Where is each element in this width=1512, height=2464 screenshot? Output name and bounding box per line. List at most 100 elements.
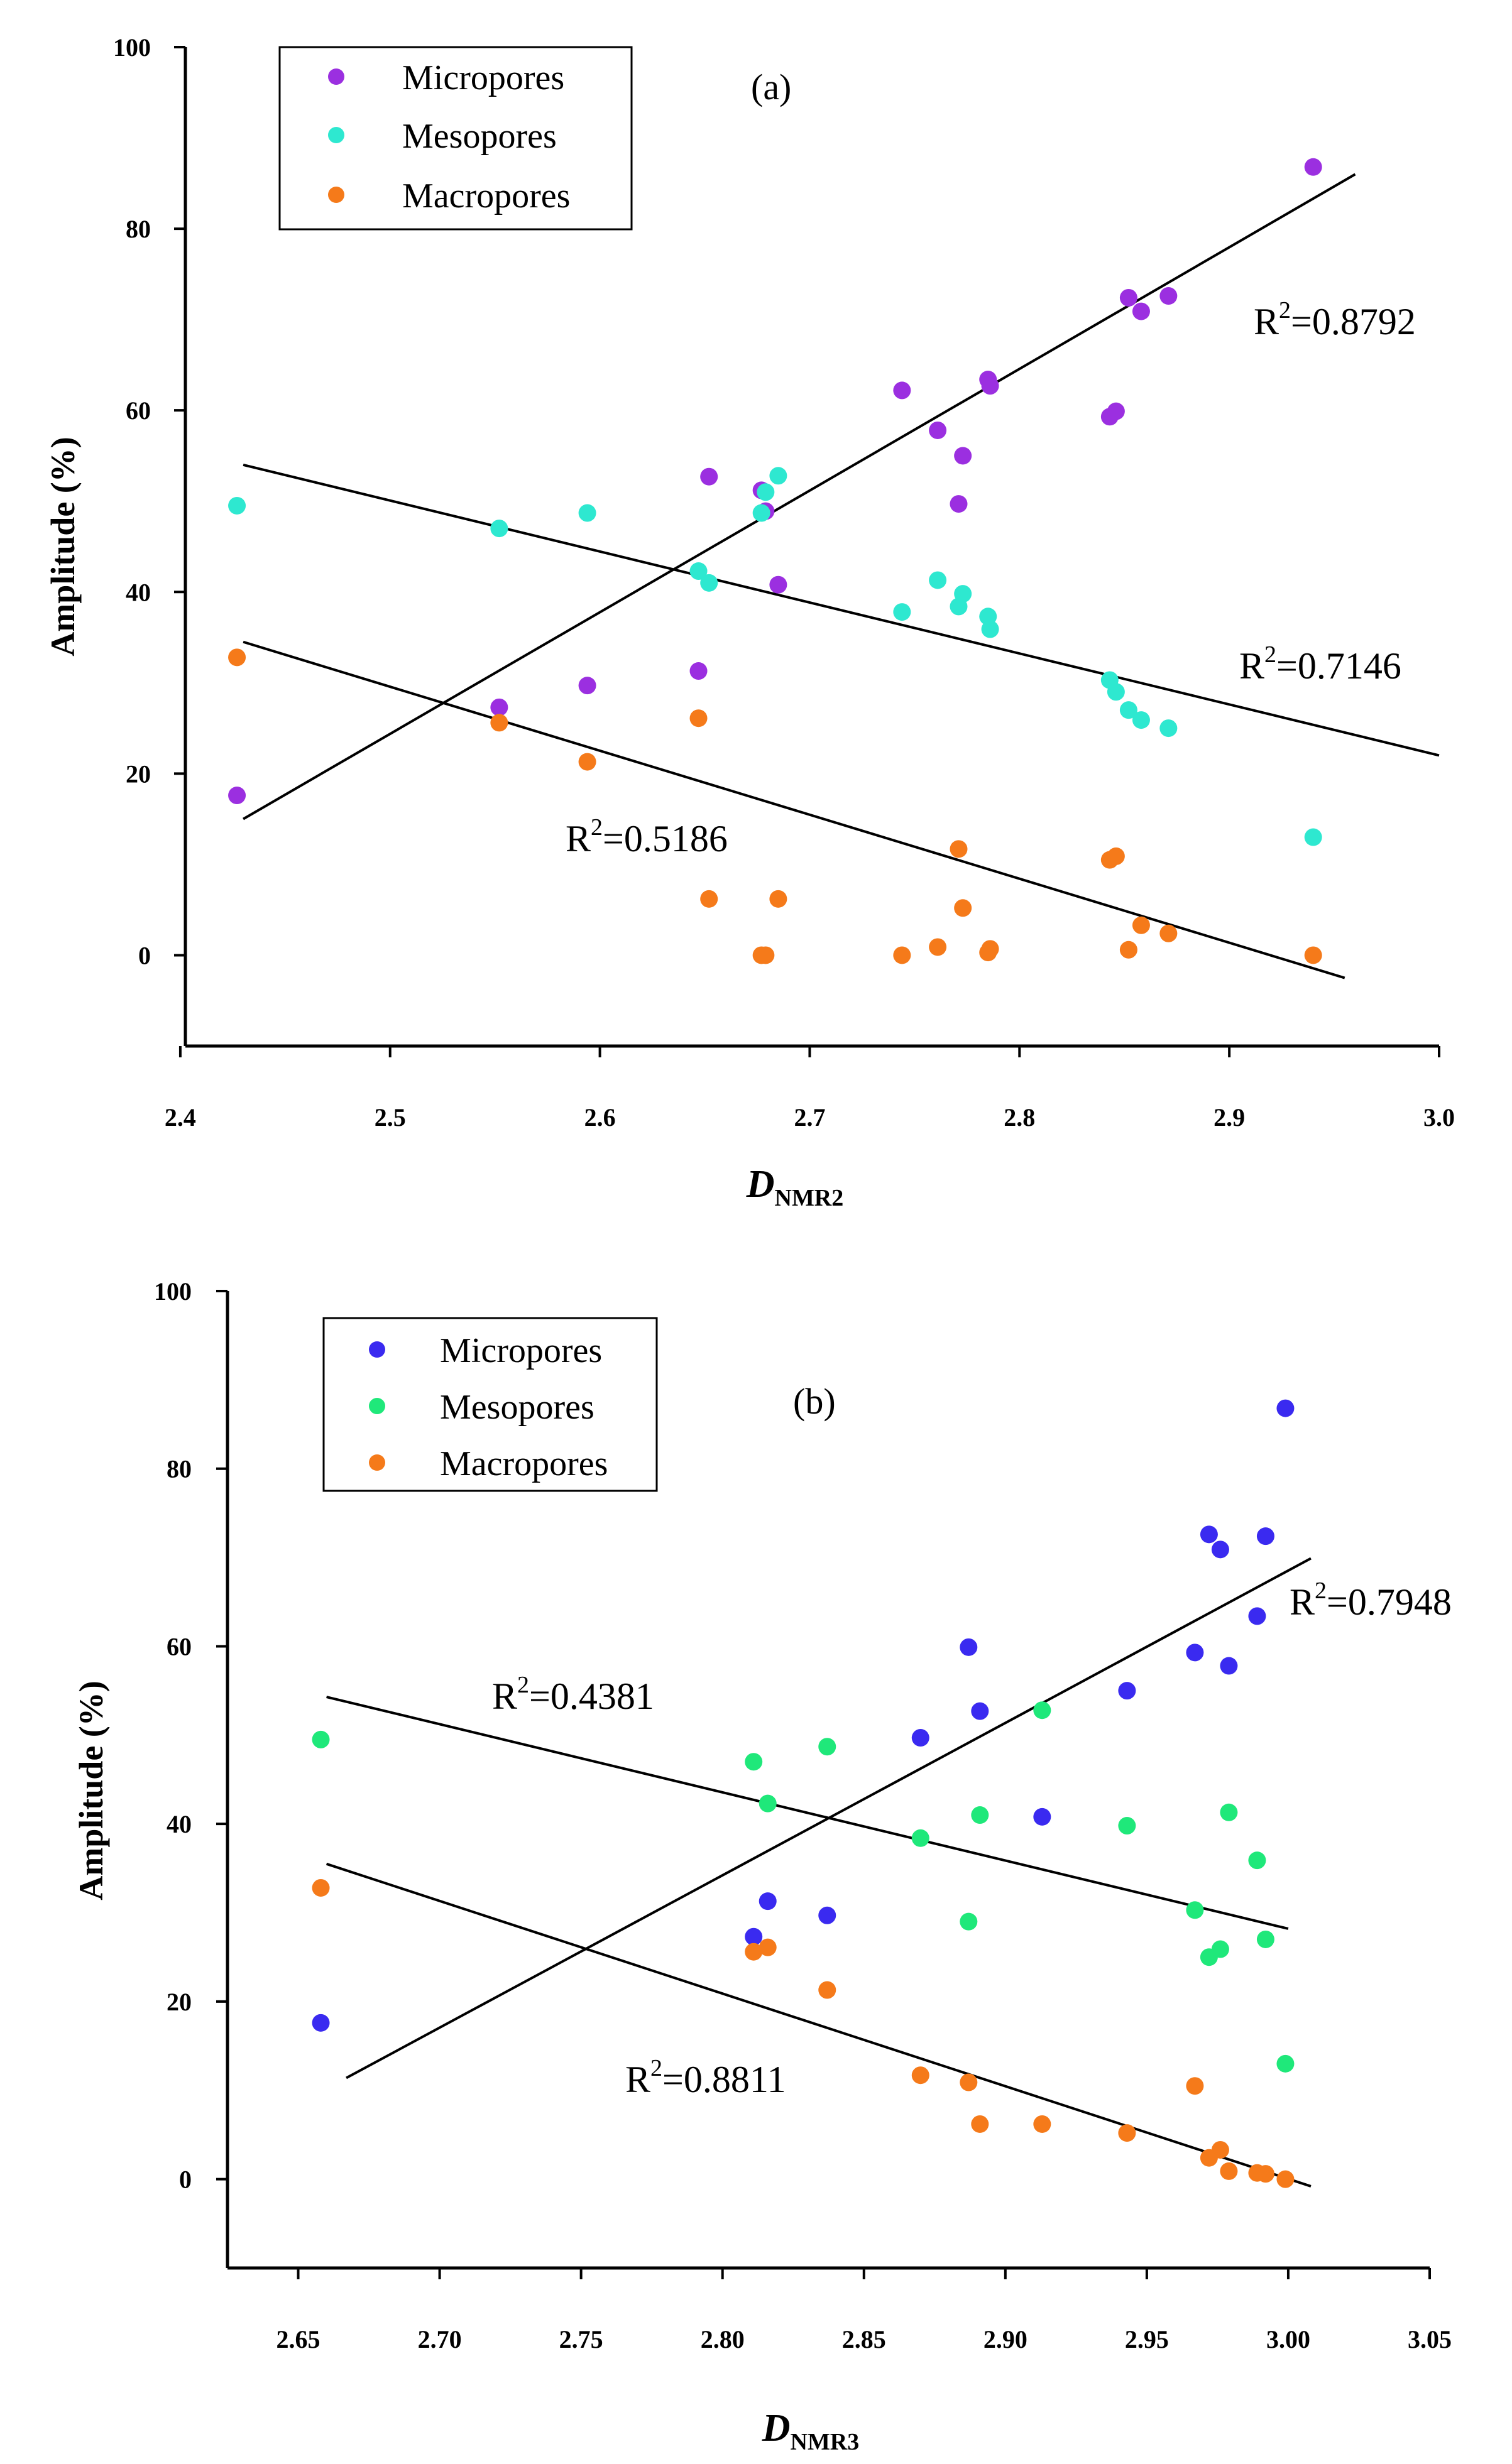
chart-b-point-micropores bbox=[1248, 1607, 1266, 1625]
chart-b-point-micropores bbox=[312, 2014, 330, 2032]
chart-a-y-axis-title: Amplitude (%) bbox=[44, 437, 82, 657]
chart-b-point-micropores bbox=[1186, 1644, 1204, 1662]
chart-b-r2-mesopores: R2=0.4381 bbox=[492, 1672, 654, 1717]
chart-a-y-tick-label: 100 bbox=[113, 33, 151, 62]
chart-b-legend: Micropores Mesopores Macropores bbox=[322, 1317, 658, 1492]
chart-a-point-macropores bbox=[950, 840, 968, 858]
chart-b-y-tick-label: 100 bbox=[154, 1277, 192, 1306]
chart-b-x-tick-label: 2.90 bbox=[983, 2325, 1027, 2353]
chart-b-fit-lines bbox=[326, 1557, 1312, 2188]
chart-b-x-tick-label: 2.75 bbox=[559, 2325, 603, 2353]
chart-a-point-macropores bbox=[490, 714, 508, 732]
chart-b-legend-marker-mesopores bbox=[369, 1398, 385, 1414]
chart-a-point-mesopores bbox=[700, 574, 718, 592]
chart-a-x-axis-title: DNMR2 bbox=[746, 1163, 844, 1211]
chart-b-point-macropores bbox=[1211, 2140, 1229, 2159]
chart-b-point-mesopores bbox=[1033, 1701, 1051, 1720]
chart-b-axes bbox=[226, 1291, 1430, 2270]
chart-b-point-macropores bbox=[1186, 2077, 1204, 2095]
chart-b-point-micropores bbox=[971, 1702, 989, 1720]
chart-a-point-macropores bbox=[757, 946, 775, 964]
chart-a-fit-lines bbox=[243, 173, 1440, 979]
chart-b-point-mesopores bbox=[1256, 1930, 1274, 1948]
chart-a-point-macropores bbox=[1107, 847, 1125, 865]
chart-a-legend: Micropores Mesopores Macropores bbox=[278, 46, 633, 231]
chart-b-point-macropores bbox=[1220, 2162, 1238, 2180]
chart-a-point-macropores bbox=[689, 709, 708, 728]
chart-b-panel-label: (b) bbox=[793, 1381, 836, 1422]
chart-a-point-micropores bbox=[769, 575, 787, 594]
chart-b-point-micropores bbox=[1276, 1399, 1295, 1417]
chart-b-point-micropores bbox=[911, 1729, 929, 1747]
chart-b-point-macropores bbox=[911, 2066, 929, 2085]
chart-b-point-mesopores bbox=[1276, 2054, 1295, 2073]
chart-a-point-mesopores bbox=[752, 504, 770, 522]
chart-a-legend-label-macropores: Macropores bbox=[402, 177, 570, 215]
chart-b-point-macropores bbox=[1256, 2165, 1274, 2183]
chart-b-point-mesopores bbox=[312, 1730, 330, 1748]
chart-b-x-axis-title: DNMR3 bbox=[762, 2407, 860, 2455]
chart-b-x-tick-label: 3.00 bbox=[1266, 2325, 1310, 2353]
chart-a-y-tick-label: 20 bbox=[126, 760, 151, 788]
chart-b-point-mesopores bbox=[1186, 1901, 1204, 1919]
chart-a-point-mesopores bbox=[929, 571, 947, 589]
chart-a-y-tick-label: 80 bbox=[126, 215, 151, 243]
chart-a-point-micropores bbox=[578, 677, 596, 695]
chart-a-point-macropores bbox=[769, 890, 787, 908]
chart-a-legend-marker-mesopores bbox=[328, 127, 344, 143]
chart-a-point-micropores bbox=[1132, 302, 1150, 320]
chart-b-y-axis-title: Amplitude (%) bbox=[72, 1681, 110, 1900]
chart-a-point-mesopores bbox=[1107, 683, 1125, 701]
chart-a-point-micropores bbox=[954, 447, 972, 465]
chart-a-point-mesopores bbox=[689, 562, 708, 581]
chart-a-point-mesopores bbox=[757, 483, 775, 501]
chart-b-point-macropores bbox=[1033, 2115, 1051, 2133]
chart-b-r2-micropores: R2=0.7948 bbox=[1290, 1578, 1452, 1623]
chart-a-point-micropores bbox=[1119, 288, 1137, 307]
chart-a-point-macropores bbox=[1159, 924, 1178, 942]
chart-b-x-tick-label: 2.70 bbox=[418, 2325, 462, 2353]
chart-a-point-micropores bbox=[929, 421, 947, 439]
chart-a-x-tick-label: 2.6 bbox=[584, 1103, 616, 1131]
chart-a-point-macropores bbox=[1132, 916, 1150, 934]
chart-b-point-mesopores bbox=[1220, 1803, 1238, 1821]
chart-a-point-mesopores bbox=[1119, 701, 1137, 719]
chart-a-legend-marker-macropores bbox=[328, 187, 344, 203]
chart-b-y-tick-label: 60 bbox=[167, 1632, 192, 1660]
chart-a-point-macropores bbox=[228, 648, 246, 667]
chart-a-point-micropores bbox=[950, 495, 968, 513]
chart-b-point-micropores bbox=[1200, 1525, 1218, 1544]
chart-b-point-micropores bbox=[1211, 1540, 1229, 1559]
chart-b-legend-label-mesopores: Mesopores bbox=[440, 1388, 594, 1427]
chart-a-point-micropores bbox=[228, 787, 246, 805]
chart-a-fit-line-mesopores bbox=[243, 463, 1440, 757]
chart-b-point-mesopores bbox=[971, 1806, 989, 1824]
chart-b-x-tick-label: 2.65 bbox=[277, 2325, 320, 2353]
chart-b-point-macropores bbox=[960, 2073, 978, 2091]
chart-a-point-micropores bbox=[1159, 287, 1178, 305]
chart-a-x-tick-label: 2.8 bbox=[1004, 1103, 1035, 1131]
chart-a-point-mesopores bbox=[769, 467, 787, 485]
chart-a-points bbox=[228, 158, 1322, 964]
chart-a-fit-line-macropores bbox=[243, 640, 1345, 979]
chart-b-legend-marker-micropores bbox=[369, 1341, 385, 1358]
chart-b-legend-label-macropores: Macropores bbox=[440, 1444, 608, 1483]
chart-b-point-micropores bbox=[1256, 1527, 1274, 1545]
chart-b-point-mesopores bbox=[960, 1912, 978, 1931]
chart-b-point-macropores bbox=[745, 1943, 763, 1961]
chart-a-point-macropores bbox=[578, 753, 596, 771]
chart-b-point-micropores bbox=[745, 1927, 763, 1946]
chart-a-x-tick-label: 2.9 bbox=[1213, 1103, 1245, 1131]
chart-b-points bbox=[312, 1399, 1295, 2188]
chart-a-r2-macropores: R2=0.5186 bbox=[566, 814, 728, 859]
chart-a-point-macropores bbox=[700, 890, 718, 908]
chart-b-legend-label-micropores: Micropores bbox=[440, 1331, 602, 1370]
chart-b-fit-line-mesopores bbox=[326, 1696, 1289, 1930]
chart-a-point-micropores bbox=[689, 662, 708, 680]
chart-a-point-mesopores bbox=[228, 496, 246, 515]
chart-b-point-micropores bbox=[818, 1906, 836, 1924]
chart-b-point-micropores bbox=[1033, 1807, 1051, 1826]
chart-b-point-micropores bbox=[1118, 1682, 1136, 1700]
chart-a-x-tick-label: 2.5 bbox=[375, 1103, 406, 1131]
chart-a-point-macropores bbox=[1119, 940, 1137, 959]
